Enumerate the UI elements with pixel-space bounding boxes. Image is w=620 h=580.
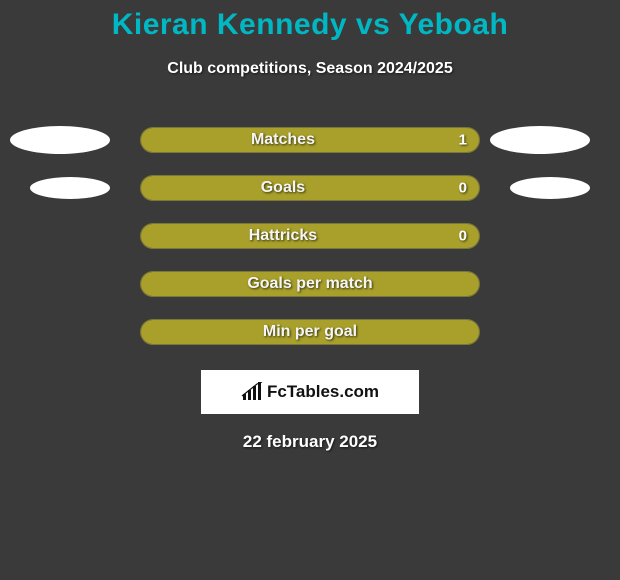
season-subtitle: Club competitions, Season 2024/2025 bbox=[0, 60, 620, 78]
bar-fill bbox=[141, 320, 479, 344]
page-title: Kieran Kennedy vs Yeboah bbox=[0, 8, 620, 42]
bar-fill bbox=[141, 224, 479, 248]
bar-chart-icon bbox=[241, 382, 263, 402]
player-marker-left bbox=[10, 126, 110, 154]
bar-fill bbox=[141, 272, 479, 296]
stat-row: Min per goal bbox=[0, 308, 620, 356]
player-marker-right bbox=[510, 177, 590, 199]
bar-fill bbox=[141, 176, 479, 200]
comparison-infographic: Kieran Kennedy vs Yeboah Club competitio… bbox=[0, 0, 620, 452]
stat-value-right: 0 bbox=[459, 180, 467, 197]
player-marker-left bbox=[30, 177, 110, 199]
stat-row: Goals0 bbox=[0, 164, 620, 212]
stat-bar: Hattricks0 bbox=[140, 223, 480, 249]
stat-value-right: 1 bbox=[459, 132, 467, 149]
stat-row: Matches1 bbox=[0, 116, 620, 164]
stat-bar: Min per goal bbox=[140, 319, 480, 345]
brand-text: FcTables.com bbox=[267, 382, 379, 402]
bar-fill bbox=[141, 128, 479, 152]
player-marker-right bbox=[490, 126, 590, 154]
stat-row: Goals per match bbox=[0, 260, 620, 308]
stat-bar: Goals0 bbox=[140, 175, 480, 201]
stat-row: Hattricks0 bbox=[0, 212, 620, 260]
stat-bar: Goals per match bbox=[140, 271, 480, 297]
stat-value-right: 0 bbox=[459, 228, 467, 245]
stat-rows: Matches1 Goals0 Hattricks0 Goals per match M… bbox=[0, 116, 620, 356]
stat-bar: Matches1 bbox=[140, 127, 480, 153]
date-line: 22 february 2025 bbox=[0, 432, 620, 452]
brand-badge: FcTables.com bbox=[201, 370, 419, 414]
